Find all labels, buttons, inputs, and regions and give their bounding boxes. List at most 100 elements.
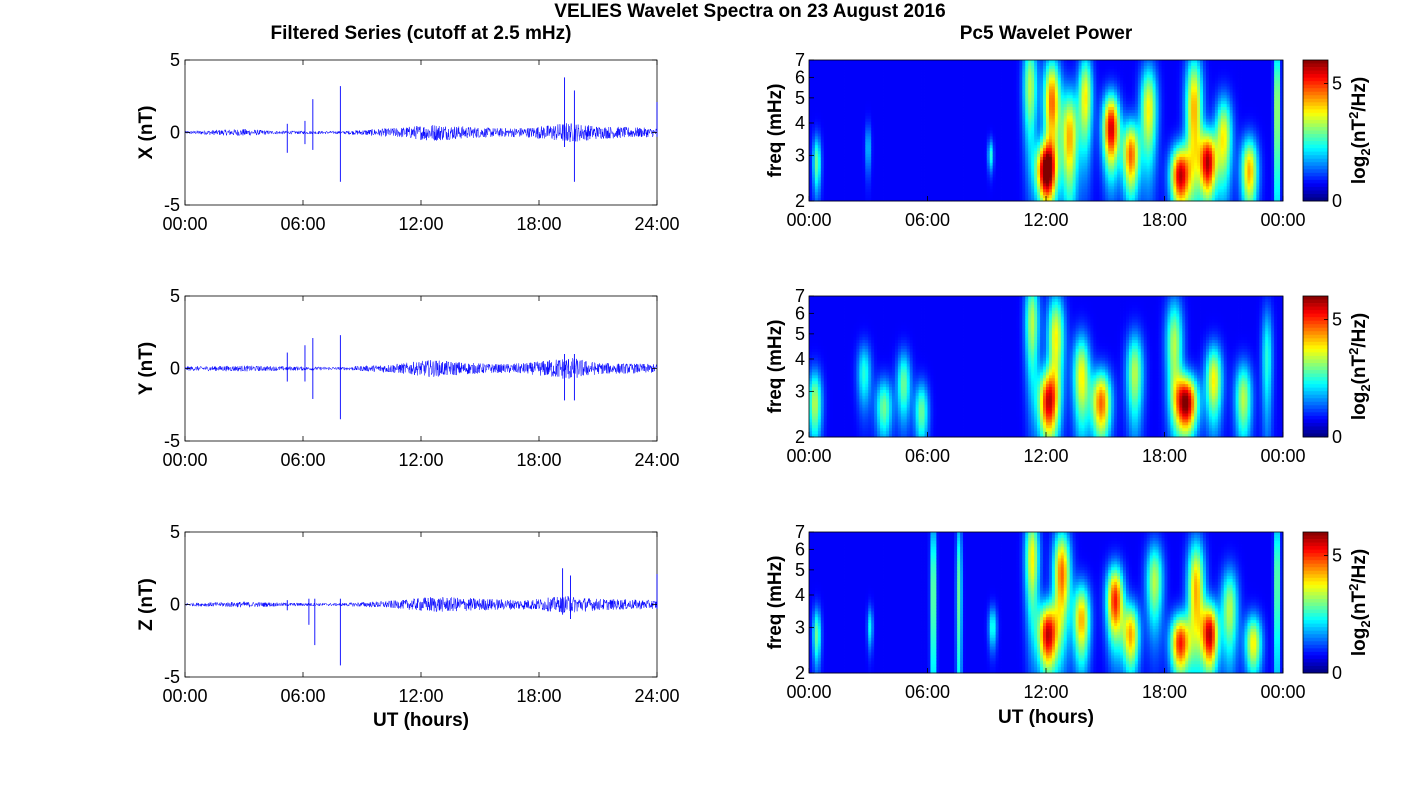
- heatmap-cell: [972, 186, 975, 189]
- heatmap-cell: [830, 116, 833, 119]
- heatmap-cell: [1046, 136, 1049, 139]
- heatmap-cell: [1105, 166, 1108, 169]
- heatmap-cell: [1043, 148, 1046, 151]
- heatmap-cell: [848, 175, 851, 178]
- heatmap-cell: [874, 175, 877, 178]
- heatmap-cell: [830, 131, 833, 134]
- heatmap-cell: [836, 122, 839, 125]
- heatmap-cell: [1099, 195, 1102, 198]
- heatmap-cell: [1040, 175, 1043, 178]
- heatmap-cell: [996, 136, 999, 139]
- heatmap-cell: [933, 172, 936, 175]
- heatmap-cell: [895, 186, 898, 189]
- heatmap-cell: [999, 69, 1002, 72]
- heatmap-cell: [1061, 139, 1064, 142]
- heatmap-cell: [1093, 157, 1096, 160]
- heatmap-cell: [859, 119, 862, 122]
- heatmap-cell: [1102, 66, 1105, 69]
- heatmap-cell: [1040, 92, 1043, 95]
- heatmap-cell: [969, 142, 972, 145]
- heatmap-cell: [880, 145, 883, 148]
- heatmap-cell: [883, 183, 886, 186]
- heatmap-cell: [815, 172, 818, 175]
- heatmap-cell: [960, 81, 963, 84]
- heatmap-cell: [836, 116, 839, 119]
- heatmap-cell: [1040, 125, 1043, 128]
- heatmap-cell: [1052, 131, 1055, 134]
- heatmap-cell: [1073, 192, 1076, 195]
- heatmap-cell: [880, 169, 883, 172]
- heatmap-cell: [859, 98, 862, 101]
- heatmap-cell: [984, 180, 987, 183]
- heatmap-cell: [865, 81, 868, 84]
- heatmap-cell: [862, 101, 865, 104]
- heatmap-cell: [850, 116, 853, 119]
- heatmap-cell: [948, 75, 951, 78]
- heatmap-cell: [1034, 169, 1037, 172]
- heatmap-cell: [1040, 172, 1043, 175]
- heatmap-cell: [999, 192, 1002, 195]
- heatmap-cell: [948, 133, 951, 136]
- heatmap-cell: [913, 69, 916, 72]
- heatmap-cell: [942, 183, 945, 186]
- heatmap-cell: [1090, 145, 1093, 148]
- heatmap-cell: [957, 139, 960, 142]
- heatmap-cell: [865, 133, 868, 136]
- heatmap-cell: [892, 107, 895, 110]
- heatmap-cell: [930, 125, 933, 128]
- heatmap-cell: [862, 178, 865, 181]
- heatmap-cell: [1076, 122, 1079, 125]
- heatmap-cell: [1085, 92, 1088, 95]
- heatmap-cell: [836, 136, 839, 139]
- heatmap-cell: [1037, 157, 1040, 160]
- heatmap-cell: [1096, 189, 1099, 192]
- heatmap-cell: [865, 86, 868, 89]
- heatmap-cell: [1002, 107, 1005, 110]
- heatmap-cell: [1049, 110, 1052, 113]
- heatmap-cell: [1049, 75, 1052, 78]
- heatmap-cell: [1043, 75, 1046, 78]
- heatmap-cell: [1055, 60, 1058, 63]
- heatmap-cell: [883, 180, 886, 183]
- heatmap-cell: [981, 89, 984, 92]
- heatmap-cell: [981, 122, 984, 125]
- heatmap-cell: [1013, 63, 1016, 66]
- heatmap-cell: [945, 116, 948, 119]
- heatmap-cell: [898, 86, 901, 89]
- heatmap-cell: [877, 154, 880, 157]
- heatmap-cell: [910, 142, 913, 145]
- heatmap-cell: [809, 169, 812, 172]
- heatmap-cell: [969, 125, 972, 128]
- heatmap-cell: [821, 125, 824, 128]
- heatmap-cell: [928, 139, 931, 142]
- heatmap-cell: [1016, 95, 1019, 98]
- heatmap-cell: [839, 139, 842, 142]
- heatmap-cell: [999, 92, 1002, 95]
- heatmap-cell: [1096, 78, 1099, 81]
- heatmap-cell: [1037, 151, 1040, 154]
- heatmap-cell: [889, 136, 892, 139]
- heatmap-cell: [842, 75, 845, 78]
- heatmap-cell: [942, 186, 945, 189]
- heatmap-cell: [925, 142, 928, 145]
- heatmap-cell: [966, 101, 969, 104]
- heatmap-cell: [913, 84, 916, 87]
- heatmap-cell: [936, 169, 939, 172]
- heatmap-cell: [1067, 107, 1070, 110]
- heatmap-cell: [1061, 98, 1064, 101]
- heatmap-cell: [862, 92, 865, 95]
- heatmap-cell: [942, 180, 945, 183]
- heatmap-cell: [1046, 119, 1049, 122]
- heatmap-cell: [972, 119, 975, 122]
- heatmap-cell: [1007, 160, 1010, 163]
- heatmap-cell: [1079, 166, 1082, 169]
- heatmap-cell: [827, 139, 830, 142]
- heatmap-cell: [1058, 60, 1061, 63]
- heatmap-cell: [845, 175, 848, 178]
- heatmap-cell: [901, 166, 904, 169]
- heatmap-cell: [978, 145, 981, 148]
- heatmap-cell: [1079, 145, 1082, 148]
- heatmap-cell: [1087, 145, 1090, 148]
- heatmap-cell: [1076, 189, 1079, 192]
- heatmap-cell: [907, 136, 910, 139]
